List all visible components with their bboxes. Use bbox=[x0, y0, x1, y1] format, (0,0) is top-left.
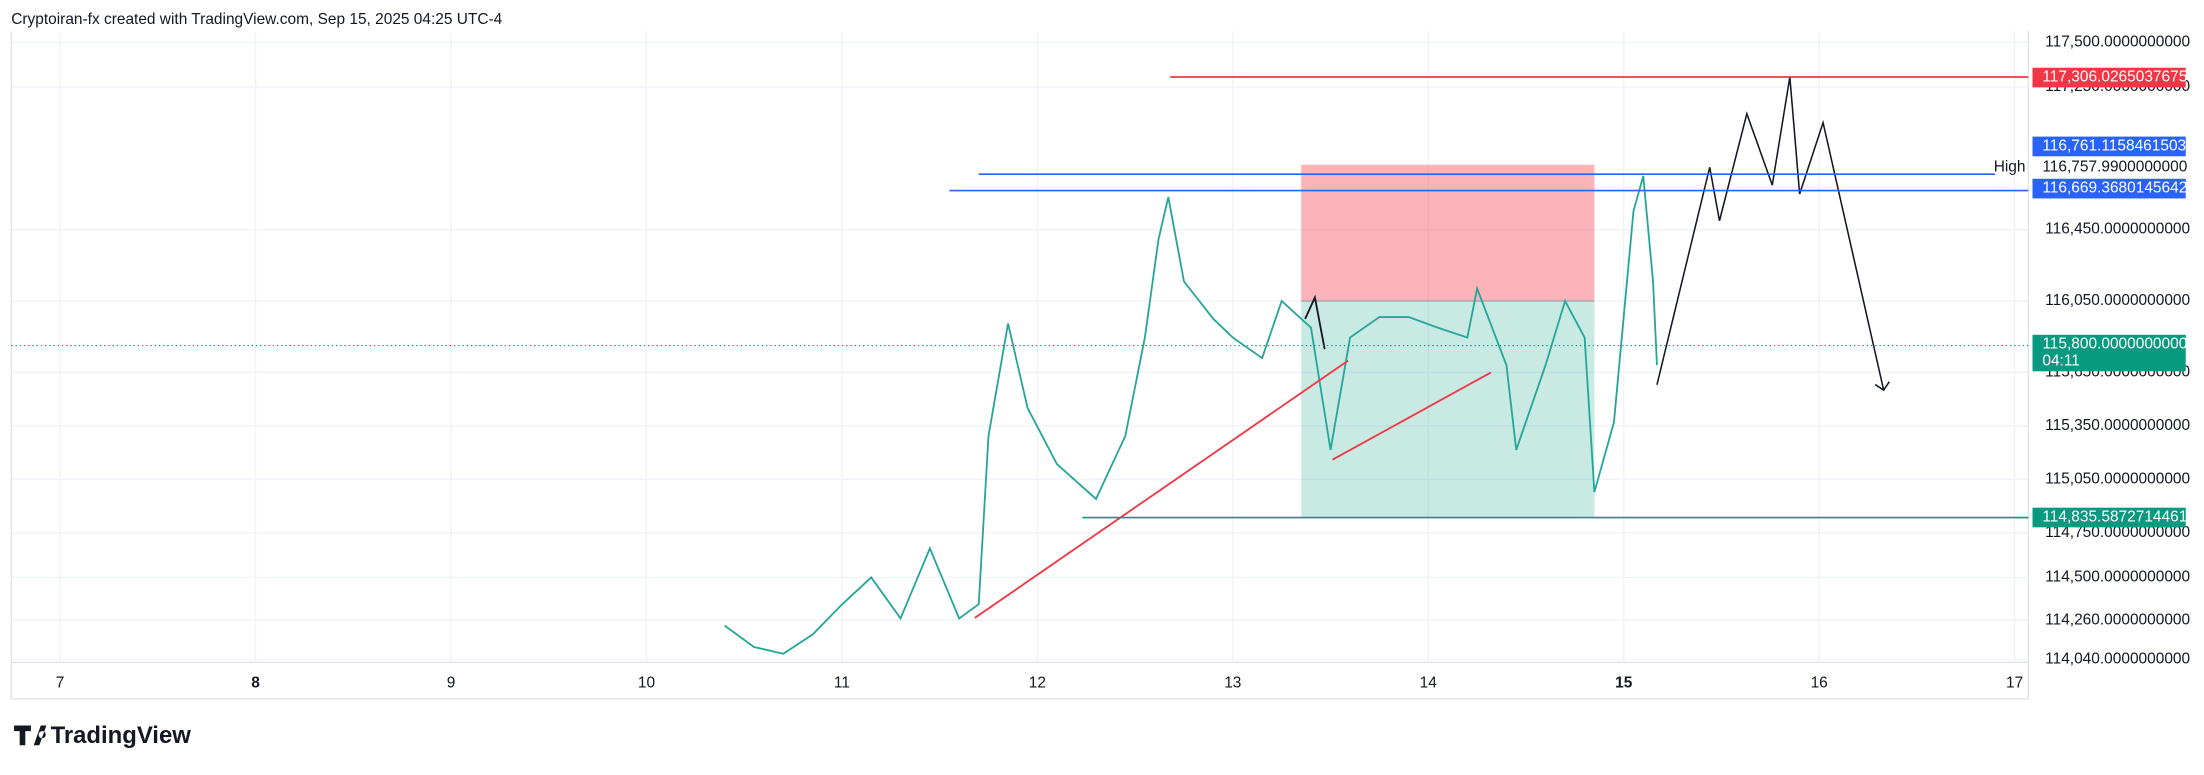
y-tick-label: 116,450.0000000000 bbox=[2045, 221, 2190, 238]
logo-text: TradingView bbox=[51, 722, 192, 749]
y-tick-label: 115,050.0000000000 bbox=[2045, 470, 2190, 487]
price-tag bbox=[2032, 157, 2186, 178]
x-tick-label: 15 bbox=[1615, 674, 1633, 691]
x-tick-label: 7 bbox=[56, 674, 65, 691]
price-tag-name: High bbox=[1994, 159, 2026, 176]
x-tick-label: 8 bbox=[251, 674, 260, 691]
header-title: Cryptoiran-fx created with TradingView.c… bbox=[11, 11, 502, 28]
price-tag-countdown: 04:11 bbox=[2042, 353, 2080, 370]
x-tick-label: 14 bbox=[1420, 674, 1438, 691]
trend-line bbox=[1304, 294, 1326, 350]
x-tick-label: 13 bbox=[1224, 674, 1241, 691]
stop-zone bbox=[1301, 164, 1595, 302]
y-tick-label: 117,500.0000000000 bbox=[2045, 33, 2190, 50]
price-tag-label: 116,761.1158461503 bbox=[2042, 138, 2186, 155]
trend-line bbox=[1332, 371, 1492, 461]
price-tag-label: 117,306.0265037675 bbox=[2042, 69, 2187, 86]
price-tag bbox=[2032, 507, 2186, 528]
x-tick-label: 12 bbox=[1029, 674, 1046, 691]
projection-path bbox=[1656, 76, 1885, 391]
trend-line bbox=[974, 359, 1349, 619]
price-tag bbox=[2032, 178, 2186, 199]
price-tag bbox=[2032, 334, 2186, 372]
price-tag-label: 115,800.0000000000 bbox=[2042, 336, 2187, 353]
price-line bbox=[724, 175, 1658, 655]
logo-icon bbox=[14, 725, 47, 746]
y-tick-label: 114,500.0000000000 bbox=[2045, 569, 2190, 586]
price-tag-label: 114,835.5872714461 bbox=[2042, 509, 2187, 526]
price-tag bbox=[2032, 136, 2186, 157]
price-tag-label: 116,757.9900000000 bbox=[2042, 159, 2187, 176]
y-tick-label: 116,050.0000000000 bbox=[2045, 292, 2190, 309]
x-tick-label: 16 bbox=[1811, 674, 1828, 691]
logo: TradingView bbox=[14, 722, 191, 749]
target-zone bbox=[1301, 301, 1595, 518]
y-tick-label: 115,350.0000000000 bbox=[2045, 417, 2190, 434]
price-tag bbox=[2032, 67, 2186, 88]
x-tick-label: 10 bbox=[638, 674, 655, 691]
y-tick-label: 114,040.0000000000 bbox=[2045, 651, 2190, 668]
price-tag-label: 116,669.3680145642 bbox=[2042, 180, 2187, 197]
y-tick-label: 114,260.0000000000 bbox=[2045, 611, 2190, 628]
x-tick-label: 17 bbox=[2006, 674, 2023, 691]
x-tick-label: 9 bbox=[447, 674, 456, 691]
arrow-head bbox=[1874, 381, 1890, 392]
x-tick-label: 11 bbox=[834, 674, 850, 691]
y-tick-label: 114,750.0000000000 bbox=[2045, 524, 2190, 541]
